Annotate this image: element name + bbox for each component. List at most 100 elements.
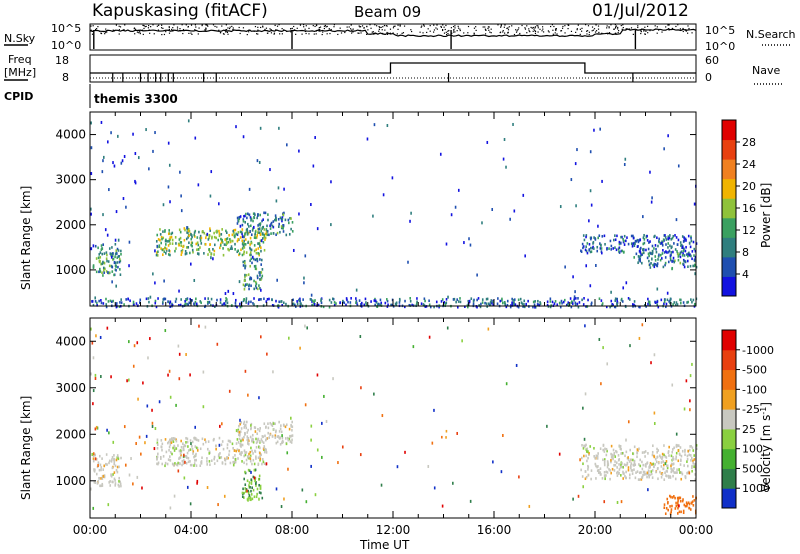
echo-cell [539, 301, 541, 304]
echo-cell [255, 248, 258, 251]
echo-cell [316, 448, 319, 452]
nsearch-point [225, 31, 227, 33]
echo-cell [211, 235, 213, 239]
echo-cell [642, 251, 645, 255]
echo-cell [256, 440, 259, 443]
echo-cell [487, 327, 490, 331]
nsearch-point [319, 26, 322, 28]
echo-cell [512, 122, 514, 126]
nsearch-point [614, 24, 616, 26]
echo-cell [643, 248, 645, 252]
echo-cell [179, 230, 182, 234]
echo-cell [238, 437, 241, 441]
echo-cell [108, 481, 110, 484]
echo-cell [592, 245, 594, 249]
echo-cell [637, 261, 639, 265]
echo-cell [692, 449, 695, 452]
nsearch-point [608, 27, 610, 29]
echo-cell [171, 238, 174, 242]
freq-line [90, 62, 696, 74]
nsky-right-tick-top: 10^5 [705, 24, 735, 37]
echo-cell [374, 303, 376, 307]
echo-cell [109, 299, 112, 303]
echo-cell [151, 408, 153, 412]
nsearch-point [321, 33, 323, 36]
echo-cell [208, 236, 210, 240]
echo-cell [690, 298, 692, 301]
nave-right-tick-bottom: 0 [705, 71, 712, 84]
echo-cell [574, 290, 576, 294]
echo-cell [233, 231, 235, 235]
echo-cell [677, 164, 680, 168]
colorbar-tick-label: 16 [742, 202, 756, 215]
nsearch-point [308, 27, 310, 29]
echo-cell [243, 239, 245, 243]
echo-cell [241, 460, 243, 463]
echo-cell [216, 342, 219, 346]
nsearch-point [537, 27, 539, 29]
echo-cell [484, 301, 486, 305]
echo-cell [161, 448, 163, 452]
echo-cell [390, 303, 393, 307]
echo-cell [654, 244, 657, 247]
echo-cell [229, 238, 231, 241]
echo-cell [681, 235, 684, 238]
echo-cell [459, 297, 461, 300]
echo-cell [479, 305, 482, 309]
nsearch-point [452, 31, 455, 33]
echo-cell [155, 305, 158, 309]
echo-cell [254, 280, 257, 284]
echo-cell [682, 509, 685, 513]
echo-cell [605, 305, 608, 309]
echo-cell [671, 236, 674, 240]
echo-cell [343, 301, 346, 305]
echo-cell [167, 373, 169, 377]
echo-cell [171, 303, 174, 307]
nsearch-point [675, 25, 677, 28]
echo-cell [549, 297, 552, 301]
echo-cell [137, 156, 140, 160]
echo-cell [596, 249, 599, 253]
echo-cell [625, 463, 627, 467]
echo-cell [461, 339, 463, 343]
echo-cell [238, 433, 240, 437]
echo-cell [190, 237, 193, 241]
echo-cell [115, 305, 118, 309]
echo-cell [249, 216, 252, 219]
echo-cell [612, 303, 614, 307]
echo-cell [225, 242, 228, 245]
echo-cell [95, 472, 98, 476]
echo-cell [686, 457, 689, 461]
nsearch-point [534, 32, 537, 35]
echo-cell [614, 238, 617, 242]
echo-cell [206, 232, 209, 236]
echo-cell [253, 426, 256, 429]
echo-cell [151, 421, 154, 425]
echo-cell [276, 278, 278, 282]
echo-cell [646, 461, 649, 464]
echo-cell [627, 297, 630, 300]
nsearch-point [360, 32, 362, 34]
echo-cell [253, 279, 255, 283]
echo-cell [551, 300, 554, 304]
echo-cell [585, 245, 587, 248]
echo-cell [108, 247, 111, 250]
echo-cell [286, 436, 289, 440]
echo-cell [207, 302, 209, 305]
echo-cell [282, 301, 285, 305]
echo-cell [676, 444, 679, 447]
nave-label: Nave [752, 64, 780, 77]
echo-cell [599, 242, 601, 245]
echo-cell [247, 222, 249, 226]
echo-cell [594, 456, 596, 460]
echo-cell [386, 298, 388, 301]
echo-cell [213, 235, 216, 239]
echo-cell [695, 447, 698, 451]
echo-cell [196, 438, 198, 442]
echo-cell [244, 487, 247, 490]
echo-cell [181, 251, 183, 254]
echo-cell [685, 501, 688, 505]
echo-cell [346, 298, 348, 302]
echo-cell [583, 238, 586, 242]
